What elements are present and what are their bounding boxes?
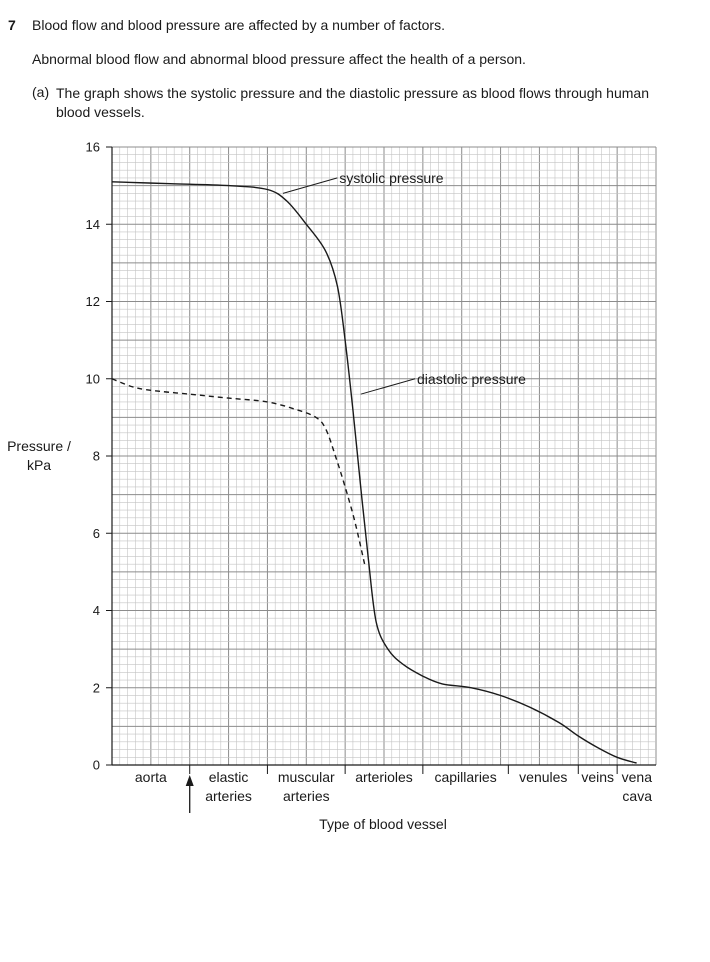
systolic-pressure-leader — [282, 177, 338, 194]
diastolic-pressure-label: diastolic pressure — [417, 371, 526, 387]
category-label: veins — [581, 769, 614, 785]
y-axis-label: Pressure / kPa — [7, 438, 71, 473]
category-label: aorta — [135, 769, 167, 785]
labels-layer: aorta elastic arteries muscular arteries arte… — [135, 170, 652, 804]
category-label: cava — [622, 788, 652, 804]
category-label: capillaries — [434, 769, 496, 785]
y-tick-label: 0 — [93, 758, 100, 773]
category-label: elastic — [209, 769, 249, 785]
category-label: muscular — [278, 769, 335, 785]
y-tick-label: 6 — [93, 526, 100, 541]
category-label: arteries — [205, 788, 252, 804]
category-label: arterioles — [355, 769, 413, 785]
grid — [111, 146, 657, 766]
y-tick-label: 14 — [86, 217, 100, 232]
y-tick-label: 16 — [86, 140, 100, 155]
x-axis-label: Type of blood vessel — [319, 816, 447, 832]
axes: 0 2 4 6 8 10 12 14 16 — [86, 140, 656, 813]
question-number: 7 — [8, 17, 16, 33]
question-intro: Blood flow and blood pressure are affect… — [32, 17, 445, 33]
systolic-pressure-curve — [111, 181, 637, 764]
y-tick-label: 2 — [93, 680, 100, 695]
question-line-2: Abnormal blood flow and abnormal blood p… — [32, 51, 526, 67]
y-tick-label: 4 — [93, 603, 100, 618]
y-tick-label: 10 — [86, 371, 100, 386]
diastolic-pressure-curve — [111, 378, 366, 565]
series-layer — [111, 181, 637, 764]
y-tick-label: 12 — [86, 294, 100, 309]
part-label: (a) — [32, 84, 50, 100]
systolic-pressure-label: systolic pressure — [339, 170, 443, 186]
part-text: The graph shows the systolic pressure an… — [56, 85, 649, 120]
category-label: vena — [622, 769, 653, 785]
category-label: venules — [519, 769, 567, 785]
diastolic-pressure-leader — [360, 378, 416, 395]
y-tick-label: 8 — [93, 449, 100, 464]
category-label: arteries — [283, 788, 330, 804]
boundary-arrow-head — [185, 775, 194, 786]
